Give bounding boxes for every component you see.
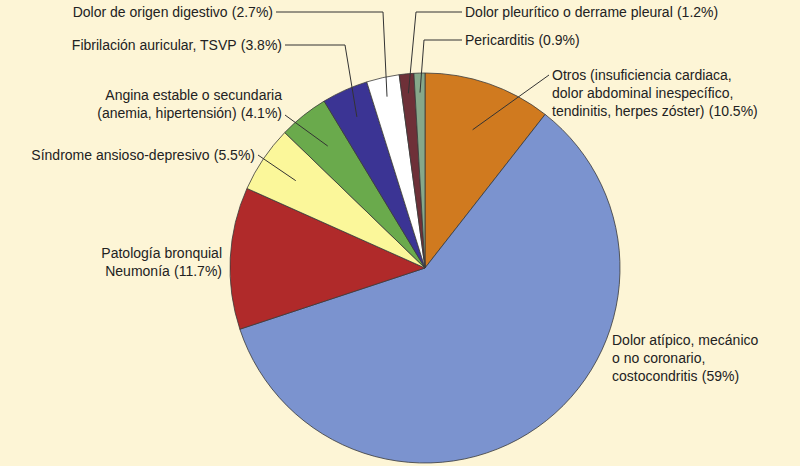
label-line: Neumonía [105,263,170,279]
label-line: Otros (insuficiencia cardiaca, [552,67,732,83]
slice-label: Otros (insuficiencia cardiaca, dolor abdo… [552,67,758,119]
value-label: (4.1%) [241,105,282,121]
label-line: Angina estable o secundaria [105,87,282,103]
leader-line [408,12,462,93]
leader-lines [258,12,549,181]
slice [399,73,425,268]
label-line: Dolor pleurítico o derrame pleural [465,4,673,20]
label-line: dolor abdominal inespecífico, [552,85,733,101]
label-line: Síndrome ansioso-depresivo [31,147,209,163]
leader-line [473,75,549,130]
value-label: (10.5%) [709,103,758,119]
chart-container: Otros (insuficiencia cardiaca, dolor abdo… [0,0,800,466]
pie [230,73,620,463]
label-line: Fibrilación auricular, TSVP [72,37,237,53]
leader-line [285,45,357,117]
slice-label: Dolor atípico, mecánico o no coronario, co… [612,332,759,384]
labels: Otros (insuficiencia cardiaca, dolor abdo… [31,4,758,384]
label-line: Patología bronquial [101,245,222,261]
slice-label: Dolor de origen digestivo(2.7%) [73,4,273,20]
slice-label: Fibrilación auricular, TSVP(3.8%) [72,37,282,53]
background [0,0,800,466]
slice [414,73,425,268]
slice-label: Dolor pleurítico o derrame pleural(1.2%) [465,4,718,20]
label-line: costocondritis [612,368,698,384]
label-line: Dolor atípico, mecánico [612,332,759,348]
leader-line [420,40,462,93]
slice-label: Síndrome ansioso-depresivo (5.5%) [31,147,255,163]
value-label: (3.8%) [241,37,282,53]
label-line: Pericarditis [465,32,534,48]
leader-line [276,12,387,97]
value-label: (2.7%) [232,4,273,20]
label-line: (anemia, hipertensión) [97,105,236,121]
label-line: Dolor de origen digestivo [73,4,228,20]
slice-label: Patología bronquial Neumonía(11.7%) [101,245,222,279]
leader-line [285,115,328,146]
value-label: (1.2%) [677,4,718,20]
leader-line [258,155,296,181]
label-line: o no coronario, [612,350,705,366]
slice-label: Angina estable o secundaria (anemia, hipe… [97,87,282,121]
value-label: (11.7%) [174,263,222,279]
chart: Otros (insuficiencia cardiaca, dolor abdo… [0,0,800,466]
value-label: (0.9%) [538,32,579,48]
label-line: tendinitis, herpes zóster) [552,103,705,119]
slice-label: Pericarditis(0.9%) [465,32,580,48]
value-label: (5.5%) [214,147,255,163]
value-label: (59%) [702,368,739,384]
